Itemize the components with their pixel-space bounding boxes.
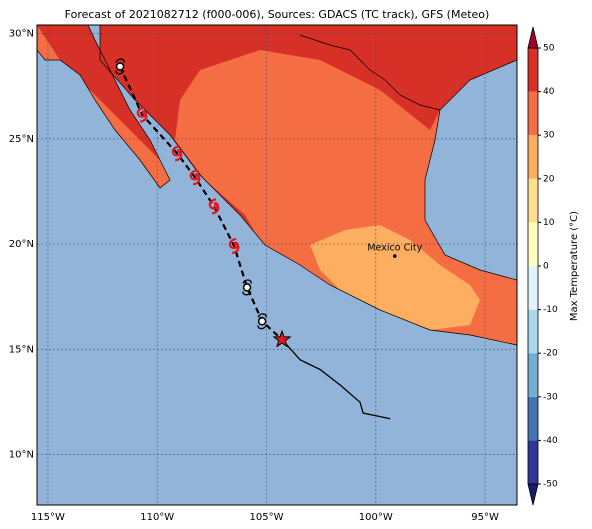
map-title: Forecast of 2021082712 (f000-006), Sourc… — [65, 8, 490, 21]
storm-symbol — [136, 106, 148, 123]
colorbar-segment — [528, 178, 538, 223]
colorbar-tick-label: -40 — [543, 436, 558, 446]
storm-symbol — [189, 169, 201, 186]
colorbar-tick-label: 20 — [543, 174, 555, 184]
track-point — [242, 283, 252, 292]
y-tick-label: 20°N — [9, 239, 34, 250]
storm-circle-tail — [242, 279, 252, 296]
tracks: Mexico City — [115, 58, 423, 420]
city-point — [393, 254, 397, 258]
coastline — [37, 25, 171, 189]
colorbar-tick-label: 30 — [543, 131, 555, 141]
y-tick-label: 25°N — [9, 134, 34, 145]
x-tick-label: 95°W — [471, 512, 499, 523]
grid — [37, 25, 517, 505]
y-tick-label: 30°N — [9, 29, 34, 40]
colorbar-tick-label: 50 — [543, 44, 555, 54]
y-tick-label: 15°N — [9, 344, 34, 355]
colorbar-tick-label: -30 — [543, 392, 558, 402]
track-point — [115, 62, 125, 71]
land-hot — [37, 25, 517, 245]
colorbar-extend-low — [527, 483, 539, 506]
storm-symbol — [228, 237, 240, 255]
colorbar-segment — [528, 222, 538, 266]
colorbar-tick-label: 40 — [543, 87, 555, 97]
storm-symbol — [171, 145, 183, 162]
storm-circle-tail — [115, 58, 125, 75]
colorbar-segment — [528, 309, 538, 354]
storm-circle-tail — [257, 313, 267, 330]
city-label: Mexico City — [367, 243, 422, 254]
colorbar-segment — [528, 440, 538, 484]
colorbar-tick-label: -10 — [543, 305, 558, 315]
colorbar-segment — [528, 266, 538, 310]
x-tick-label: 115°W — [31, 512, 65, 523]
track-point — [257, 317, 267, 326]
map-frame — [36, 24, 518, 506]
colorbar-tick-label: 0 — [543, 262, 549, 272]
colorbar-label: Max Temperature (°C) — [569, 211, 580, 321]
colorbar-extend-high — [527, 26, 539, 49]
current-position — [272, 329, 292, 348]
colorbar-segment — [528, 135, 538, 179]
coastline — [424, 59, 517, 281]
past-track — [281, 339, 391, 420]
colorbar-tick-label: -20 — [543, 349, 558, 359]
colorbar-segment — [528, 48, 538, 92]
colorbar-segment — [528, 91, 538, 136]
colorbar: -50 -40 -30 -20 -10 0 10 20 30 40 50 — [527, 26, 558, 506]
x-tick-label: 100°W — [359, 512, 393, 523]
colorbar-tick-label: 10 — [543, 218, 555, 228]
land-mild — [310, 225, 480, 330]
colorbar-segment — [528, 353, 538, 397]
y-tick-label: 10°N — [9, 449, 34, 460]
storm-symbol — [208, 198, 220, 215]
colorbar-segment — [528, 396, 538, 441]
map-area: Mexico City — [37, 25, 517, 505]
border — [299, 34, 441, 111]
x-tick-label: 110°W — [140, 512, 174, 523]
coastline — [99, 25, 517, 346]
forecast-track — [119, 65, 283, 341]
colorbar-tick-label: -50 — [543, 480, 558, 490]
axes: 115°W 110°W 105°W 100°W 95°W 10°N 15°N 20°N 25°N… — [9, 29, 499, 523]
x-tick-label: 105°W — [250, 512, 284, 523]
